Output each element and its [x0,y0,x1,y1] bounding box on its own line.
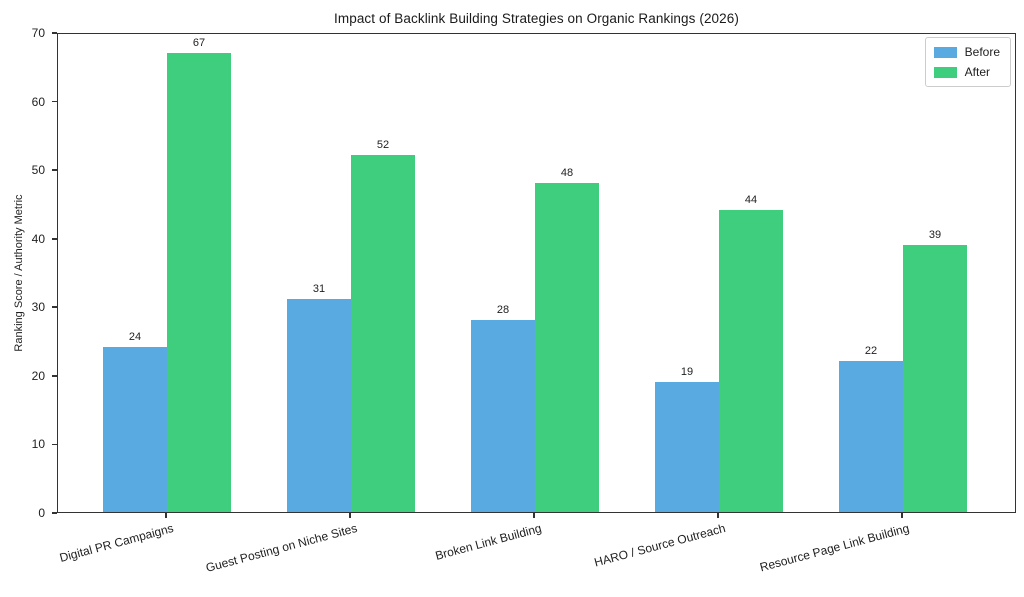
bar-value-label: 39 [928,228,942,241]
y-tick-mark [52,443,57,446]
x-tick-label: HARO / Source Outreach [592,521,727,570]
y-tick-label: 0 [38,506,45,520]
x-tick-mark [533,513,535,518]
y-tick-label: 50 [31,163,45,178]
y-tick-mark [52,512,57,514]
y-tick-label: 70 [31,26,45,40]
x-tick-label: Broken Link Building [433,521,543,563]
bar-value-label: 52 [376,139,390,152]
bar-after [351,155,415,512]
y-tick-label: 20 [31,368,45,383]
legend-item-after: After [933,65,1000,79]
x-tick-mark [165,513,167,518]
y-tick-mark [52,237,57,240]
legend-swatch-after [933,66,957,78]
x-tick-label: Resource Page Link Building [758,521,911,575]
bar-value-label: 28 [496,304,510,316]
bar-before [103,347,167,512]
legend-label: Before [964,45,1000,59]
y-tick-mark [52,32,57,34]
bar-value-label: 22 [864,345,878,358]
bar-value-label: 19 [680,365,694,378]
x-tick-mark [901,513,903,518]
bar-value-label: 44 [744,194,758,207]
bar-before [287,299,351,512]
legend-label: After [964,65,990,79]
y-tick-label: 60 [31,94,45,109]
x-tick-mark [349,513,351,518]
y-tick-label: 40 [31,231,45,246]
legend-swatch-before [933,46,957,58]
bar-before [471,320,535,512]
x-tick-mark [717,513,719,518]
y-tick-mark [52,169,57,171]
legend: Before After [924,37,1011,87]
legend-item-before: Before [933,45,1000,59]
bar-value-label: 48 [560,166,574,179]
x-tick-label: Guest Posting on Niche Sites [204,521,359,575]
bar-value-label: 24 [128,331,142,344]
bar-after [903,244,967,512]
bar-after [719,210,783,512]
y-tick-mark [52,100,57,103]
y-tick-mark [52,306,57,309]
bar-after [535,182,599,512]
bar-before [839,361,903,512]
bar-before [655,381,719,512]
plot-area: 24 67 31 52 28 48 19 44 22 39 [57,33,1016,513]
y-tick-mark [52,375,57,377]
y-tick-label: 30 [31,300,45,315]
x-tick-label: Digital PR Campaigns [57,521,175,565]
bar-value-label: 67 [192,36,206,49]
y-axis-label: Ranking Score / Authority Metric [13,194,25,352]
bar-after [167,52,231,512]
chart-title: Impact of Backlink Building Strategies o… [334,11,739,26]
bar-value-label: 31 [312,283,326,296]
y-tick-label: 10 [31,437,45,452]
